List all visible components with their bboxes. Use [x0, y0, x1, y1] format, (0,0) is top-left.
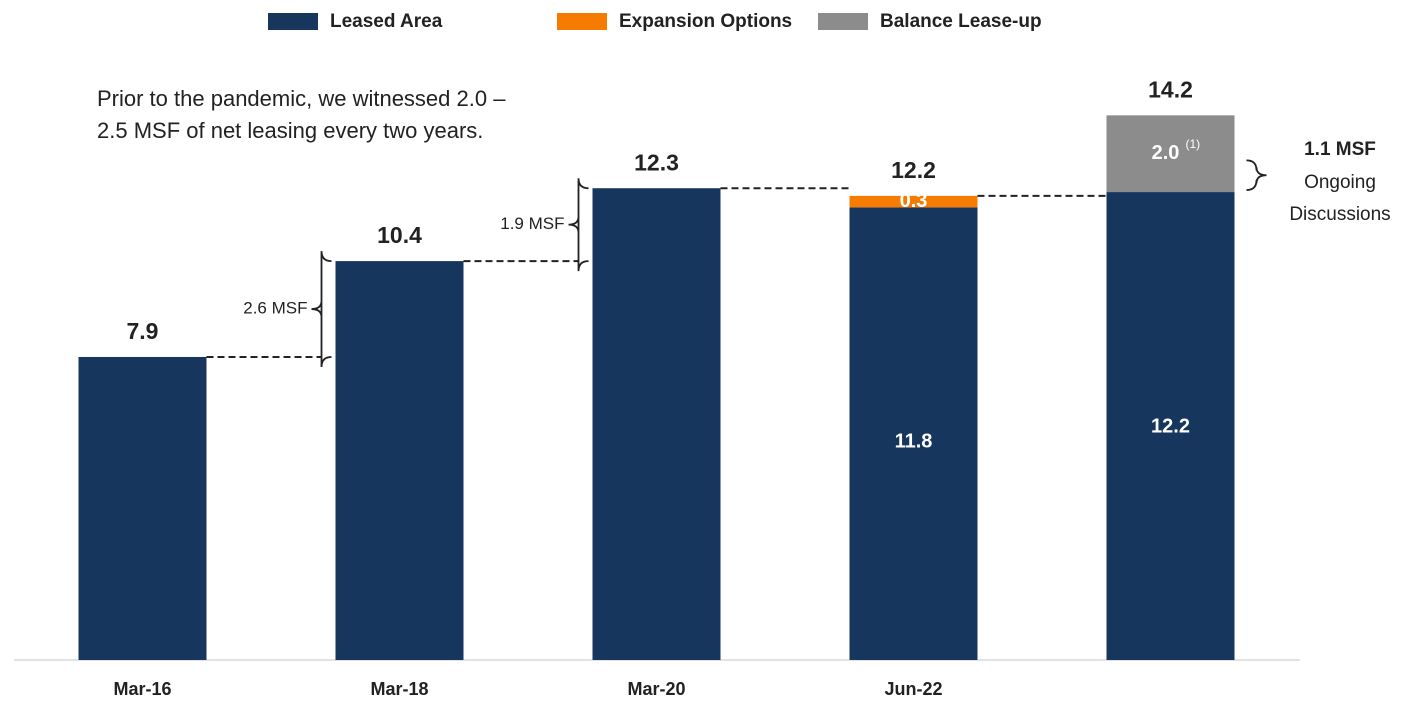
bracket: [1246, 159, 1267, 191]
bar-segment: [1106, 192, 1235, 660]
note-line: Prior to the pandemic, we witnessed 2.0 …: [97, 86, 506, 111]
legend-label: Balance Lease-up: [880, 11, 1042, 32]
segment-label: 0.3: [900, 190, 928, 212]
total-label: 10.4: [377, 222, 422, 248]
bar-segment: [849, 207, 978, 660]
segment-label: 11.8: [895, 431, 933, 453]
bracket: [568, 178, 589, 272]
segment-label: 2.0: [1152, 142, 1180, 164]
note-line: 2.5 MSF of net leasing every two years.: [97, 118, 483, 143]
legend-swatch: [268, 13, 318, 30]
legend-swatch: [557, 13, 607, 30]
x-tick-label: Mar-20: [627, 679, 685, 699]
bar-segment: [1106, 115, 1235, 193]
legend-label: Expansion Options: [619, 11, 792, 32]
x-tick-label: Mar-18: [370, 679, 428, 699]
total-label: 14.2: [1148, 76, 1193, 102]
x-tick-label: Jun-22: [884, 679, 942, 699]
total-label: 12.3: [634, 149, 679, 175]
bracket-label: 2.6 MSF: [243, 299, 307, 318]
legend-label: Leased Area: [330, 11, 443, 32]
total-label: 7.9: [127, 318, 159, 344]
bar-segment: [849, 195, 978, 208]
total-label: 12.2: [891, 157, 936, 183]
footnote-marker: (1): [1186, 137, 1201, 151]
legend-swatch: [818, 13, 868, 30]
x-tick-label: Mar-16: [113, 679, 171, 699]
bar-segment: [78, 356, 207, 660]
bracket-label: 1.9 MSF: [500, 214, 564, 233]
bracket: [311, 251, 332, 368]
bar-segment: [592, 188, 721, 660]
segment-label: 12.2: [1151, 415, 1190, 437]
bar-segment: [335, 261, 464, 660]
side-note-line: Discussions: [1289, 204, 1390, 225]
side-note-title: 1.1 MSF: [1304, 139, 1376, 160]
side-note-line: Ongoing: [1304, 172, 1376, 193]
